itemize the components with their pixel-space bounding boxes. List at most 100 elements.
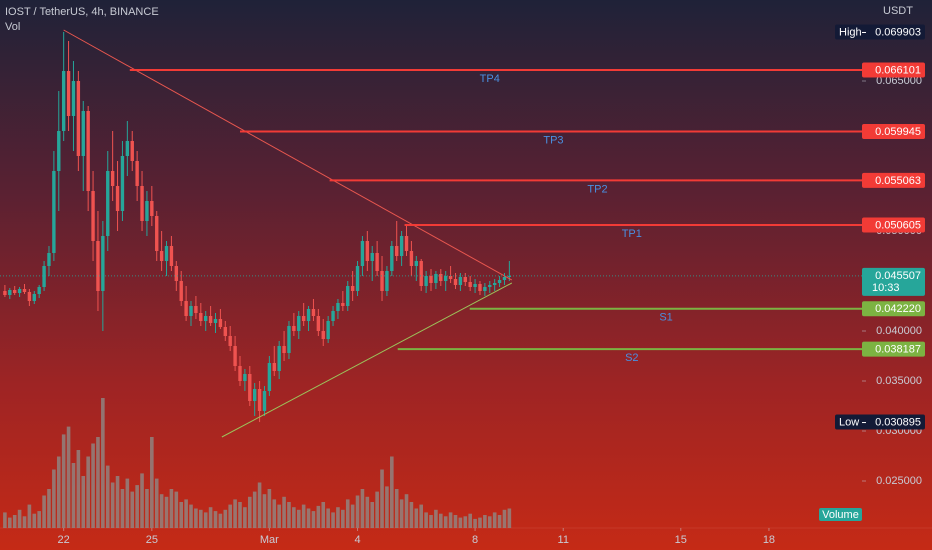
candle-body [458,277,463,285]
candle-body [306,309,311,321]
volume-bar [154,478,159,528]
volume-bar [502,509,507,528]
x-tick-label: 25 [146,534,158,546]
last-price-label: 0.045507 [875,270,921,282]
volume-bar [355,495,360,528]
candle-body [66,71,71,116]
candle-body [61,71,66,131]
candle-body [321,331,325,339]
extreme-value: 0.030895 [875,416,921,428]
plot-area: TP4 TP3 TP2 TP1 S1 S2 [0,29,862,528]
candle-body [434,274,438,283]
volume-bar [443,516,448,528]
volume-bar [105,465,110,528]
candle-body [228,336,232,346]
level-label: S2 [625,352,638,364]
candle-body [502,277,507,280]
volume-bar [3,512,7,528]
candle-body [101,236,105,291]
candle-body [174,266,179,281]
volume-bar [468,513,472,528]
candle-body [365,241,370,261]
volume-bar [385,486,389,528]
candle-body [86,111,90,191]
level-price-label: 0.042220 [875,303,921,315]
volume-bar [390,456,394,528]
candle-body [272,363,276,371]
candle-body [390,246,394,271]
candle-body [47,253,51,266]
candle-body [262,391,267,411]
volume-bar [228,504,232,528]
volume-bar [42,495,46,528]
candle-body [130,141,134,161]
candle-body [424,276,428,286]
trendline [221,282,513,438]
volume-bar [61,434,66,528]
volume-bar [262,494,267,528]
y-tick-label: 0.025000 [876,475,922,487]
candle-body [429,276,433,283]
extreme-value: 0.069903 [875,26,921,38]
volume-bar [419,504,424,528]
candle-body [488,285,492,287]
volume-bar [56,456,61,528]
candle-body [135,161,139,186]
level-price-box [862,172,925,188]
volume-bar [208,507,213,528]
candle-body [301,316,306,321]
volume-bar [478,517,482,528]
volume-bar [159,494,164,528]
candle-body [414,261,419,266]
candle-body [419,261,423,286]
volume-bar [380,469,384,528]
price-axis: 0.0650000.0500000.0400000.0350000.030000… [835,24,925,487]
volume-bar [301,504,306,528]
candle-body [106,171,110,236]
volume-bar [497,515,502,528]
volume-bar [37,511,41,528]
candle-body [81,111,85,156]
volume-bar [404,494,409,528]
candle-body [409,251,414,266]
volume-bar [463,516,468,528]
volume-bar [91,443,95,528]
volume-bar [336,507,340,528]
candle-body [453,279,458,285]
candle-body [380,271,384,291]
volume-bar [473,518,477,528]
volume-bar [375,491,379,528]
candle-body [326,321,330,339]
volume-title: Vol [5,21,20,33]
y-tick-label: 0.035000 [876,375,922,387]
x-tick-label: Mar [260,534,279,546]
chart-title: IOST / TetherUS, 4h, BINANCE [5,6,159,18]
candle-body [316,316,321,331]
candle-body [37,287,41,294]
volume-bar [350,504,355,528]
candle-body [252,389,257,401]
volume-bar [66,426,71,528]
candle-body [52,171,56,253]
volume-bar [267,489,272,528]
level-label: TP4 [480,73,500,85]
candle-body [350,286,355,291]
candle-body [184,301,188,316]
volume-bar [399,499,404,528]
candle-body [331,311,335,321]
volume-bar [22,516,27,528]
volume-bar [27,504,32,528]
volume-bar [429,515,433,528]
candle-body [346,286,350,306]
candle-body [311,309,316,316]
candle-body [473,284,477,287]
volume-bar [492,512,497,528]
volume-bar [458,517,463,528]
volume-bar [194,508,198,528]
candle-body [155,216,159,251]
volume-bar [135,485,139,528]
volume-bar [140,473,144,528]
candle-body [385,271,389,291]
volume-bar [316,505,321,528]
